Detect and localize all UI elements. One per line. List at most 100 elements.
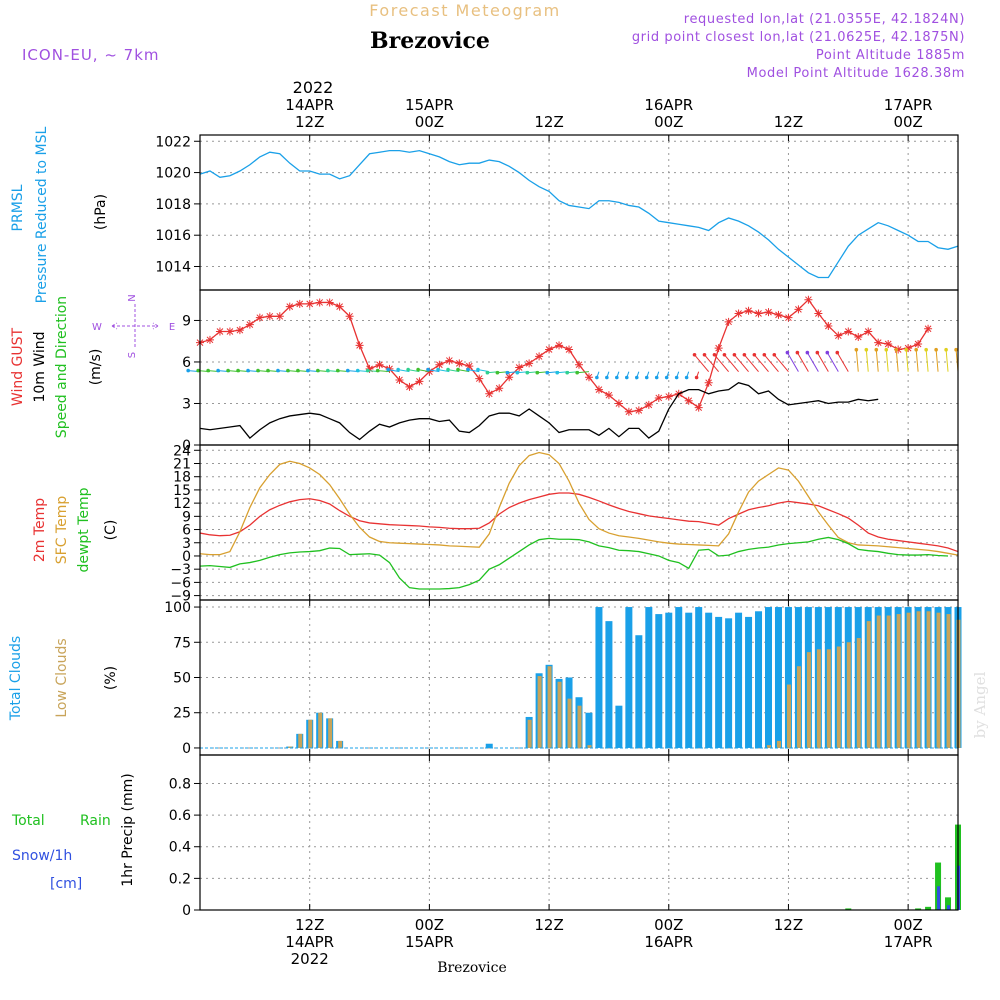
grid-point-coords: grid point closest lon,lat (21.0625E, 42… [632,30,965,45]
low-cloud-bar [906,612,911,748]
bottom-time-label: 12Z [534,916,563,934]
low-cloud-bar [826,649,831,748]
y-tick-label: 0 [182,438,191,454]
y-tick-label: 0.2 [169,871,191,887]
gust-marker [445,356,454,365]
top-time-label: 14APR [285,96,334,114]
wind-arrow-head [375,368,380,373]
wind-arrow-head [615,375,619,380]
gust-marker [265,312,274,321]
wind-arrow [753,354,769,372]
gust-marker [335,302,344,311]
bottom-time-label: 15APR [405,933,454,951]
total-cloud-bar [625,607,633,748]
rain-bar [945,897,952,910]
low-cloud-bar [527,719,532,748]
gust-marker [325,298,334,307]
wind-arrow-head [495,370,500,375]
low-cloud-bar [338,740,343,748]
gust-marker [505,373,514,382]
y-tick-label: 12 [173,496,191,512]
compass-e: E [169,322,175,333]
wind-arrow-head [605,375,609,380]
wind-arrow-head [266,368,270,373]
location-title: Brezovice [370,28,490,54]
total-cloud-bar [665,612,673,748]
total-cloud-bar [645,607,653,748]
gust-marker [754,309,763,318]
wind-arrow-head [904,347,909,352]
gust-marker [734,309,743,318]
top-time-label: 00Z [415,113,444,131]
gust-marker [684,396,693,405]
bottom-time-label: 12Z [774,916,803,934]
low-cloud-bar [786,684,791,748]
total-cloud-bar [735,612,743,748]
low-cloud-bar [926,611,931,748]
top-time-label: 00Z [654,113,683,131]
wind-arrow [796,352,809,372]
total-cloud-bar [605,621,613,748]
wind-arrow-head [914,347,918,352]
wind-arrow [915,349,919,372]
gust-marker [874,338,883,347]
wind-gust-label: Wind GUST [10,327,26,406]
wind-arrow-head [335,368,340,373]
compass-n: N [127,294,138,301]
wind-arrow-head [396,367,400,372]
y-tick-label: 75 [173,635,191,651]
y-tick-label: 0.6 [169,808,191,824]
low-cloud-bar [308,719,313,748]
wind-arrow-head [702,352,707,357]
panel-frame [199,444,959,601]
wind-arrow-head [722,352,727,357]
low-cloud-bar [816,649,821,748]
wind-arrow-head [515,370,520,375]
y-tick-label: 3 [182,536,191,552]
gust-marker [485,389,494,398]
total-cloud-bar [485,743,493,748]
gust-marker [515,363,524,372]
wind-arrow-head [365,368,370,373]
panel-wind: 0 3 6 9 [182,289,959,454]
total-cloud-bar [784,607,792,748]
gust-marker [664,392,673,401]
temp-sfc-label: SFC Temp [54,496,70,565]
gust-marker [295,299,304,308]
low-cloud-bar [328,718,333,748]
wind-arrow [388,369,400,373]
series-line-sfc [199,451,959,556]
low-cloud-bar [547,666,552,748]
wind-arrow [704,354,720,372]
total-cloud-bar [705,612,713,748]
gust-marker [395,375,404,384]
panel-clouds: 0 25 50 75 100 [164,599,962,757]
wind-arrow-head [326,368,330,373]
y-tick-label: 9 [182,509,191,525]
wind-10m-label: 10m Wind [32,331,48,402]
gust-marker [375,360,384,369]
y-tick-label: 1018 [155,197,191,213]
panel-pressure: 1014 1016 1018 1020 1022 [155,134,959,291]
gust-marker [784,313,793,322]
top-time-label: 15APR [405,96,454,114]
low-cloud-bar [876,615,881,748]
wind-arrow-head [684,375,689,380]
gust-marker [834,331,843,340]
model-altitude: Model Point Altitude 1628.38m [747,66,965,81]
wind-arrow [875,349,879,372]
wind-arrow [398,369,410,373]
y-tick-label: 0 [182,549,191,565]
wind-arrow-head [246,368,250,373]
low-cloud-bar [886,615,891,748]
total-cloud-bar [745,616,753,748]
gust-marker [415,377,424,386]
wind-arrow [724,354,739,372]
model-label: ICON-EU, ~ 7km [22,46,160,64]
gust-marker [744,306,753,315]
low-cloud-bar [767,745,771,748]
low-cloud-bar [916,611,921,748]
y-tick-label: 0.8 [169,776,191,792]
wind-arrow-head [934,347,938,352]
